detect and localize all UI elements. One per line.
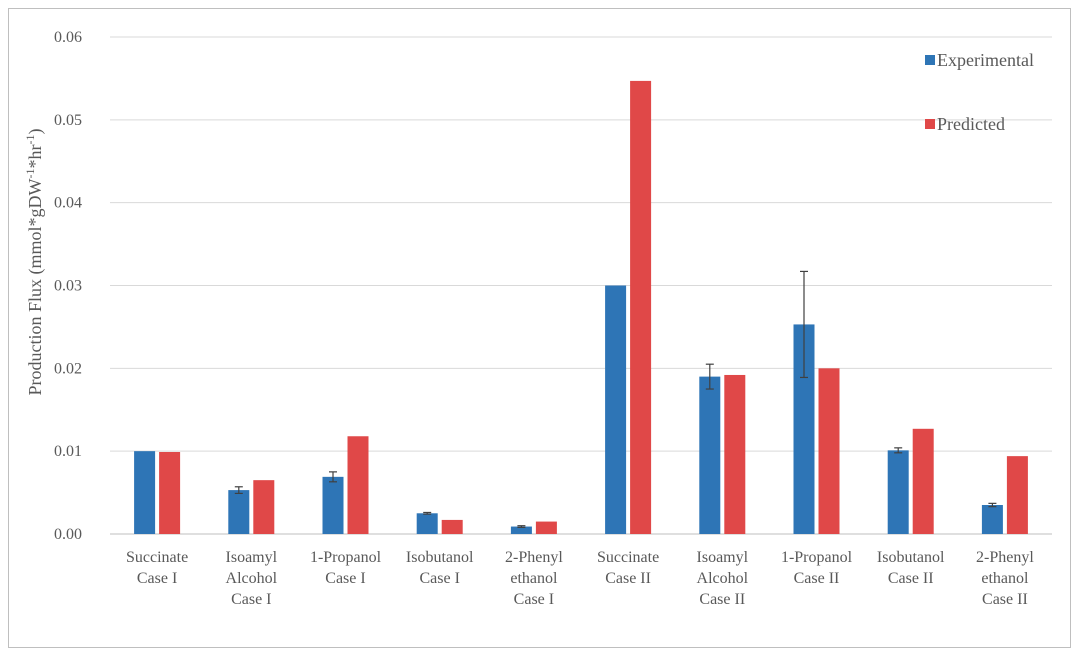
legend-label-experimental: Experimental bbox=[937, 50, 1034, 70]
x-category-label: Succinate Case I bbox=[126, 549, 188, 587]
bar-experimental-7 bbox=[793, 324, 815, 534]
y-tick-label: 0.00 bbox=[54, 526, 82, 543]
y-tick-label: 0.06 bbox=[54, 29, 82, 46]
bar-experimental-6 bbox=[699, 376, 721, 534]
legend-swatch-experimental bbox=[925, 55, 935, 65]
y-axis-label: Production Flux (mmol*gDW-1*hr-1) bbox=[23, 129, 46, 396]
legend-label-predicted: Predicted bbox=[937, 114, 1005, 134]
x-category-label: Isobutanol Case I bbox=[406, 549, 474, 587]
x-category-label: 2-Phenyl ethanol Case II bbox=[976, 549, 1034, 608]
gridlines bbox=[110, 36, 1052, 535]
x-category-label: 2-Phenyl ethanol Case I bbox=[505, 549, 563, 608]
x-category-label: Isoamyl Alcohol Case I bbox=[226, 549, 278, 608]
x-category-label: 1-Propanol Case II bbox=[781, 549, 853, 587]
bar-experimental-4 bbox=[510, 526, 532, 534]
x-category-label: Isobutanol Case II bbox=[877, 549, 945, 587]
legend: Experimental Predicted bbox=[925, 50, 1034, 134]
bar-chart: 0.00 0.01 0.02 0.03 0.04 0.05 0.06 Succinate Ca… bbox=[23, 29, 1052, 608]
bar-predicted-6 bbox=[724, 374, 746, 534]
y-tick-label: 0.04 bbox=[54, 195, 82, 212]
y-tick-label: 0.01 bbox=[54, 443, 82, 460]
bar-experimental-8 bbox=[887, 450, 909, 534]
y-axis-ticks: 0.00 0.01 0.02 0.03 0.04 0.05 0.06 bbox=[54, 29, 82, 543]
bar-predicted-1 bbox=[253, 480, 275, 534]
bar-experimental-5 bbox=[605, 285, 627, 534]
legend-swatch-predicted bbox=[925, 119, 935, 129]
bars bbox=[134, 80, 1028, 534]
bar-predicted-3 bbox=[441, 519, 463, 534]
bar-predicted-2 bbox=[347, 436, 369, 534]
bar-predicted-5 bbox=[630, 80, 652, 534]
bar-experimental-3 bbox=[416, 513, 438, 534]
bar-predicted-7 bbox=[818, 368, 840, 534]
x-axis-categories: Succinate Case I Isoamyl Alcohol Case I 1-Pro… bbox=[126, 549, 1034, 608]
y-tick-label: 0.05 bbox=[54, 112, 82, 129]
bar-experimental-0 bbox=[134, 451, 156, 534]
bar-predicted-0 bbox=[159, 451, 181, 534]
bar-experimental-1 bbox=[228, 490, 250, 534]
bar-predicted-9 bbox=[1006, 456, 1028, 534]
bar-predicted-4 bbox=[535, 521, 557, 534]
bar-experimental-2 bbox=[322, 476, 344, 534]
error-bars bbox=[234, 270, 997, 528]
bar-predicted-8 bbox=[912, 428, 934, 534]
x-category-label: Succinate Case II bbox=[597, 549, 659, 587]
x-category-label: 1-Propanol Case I bbox=[310, 549, 382, 587]
x-category-label: Isoamyl Alcohol Case II bbox=[697, 549, 749, 608]
bar-experimental-9 bbox=[981, 505, 1003, 534]
y-tick-label: 0.03 bbox=[54, 278, 82, 295]
y-tick-label: 0.02 bbox=[54, 360, 82, 377]
